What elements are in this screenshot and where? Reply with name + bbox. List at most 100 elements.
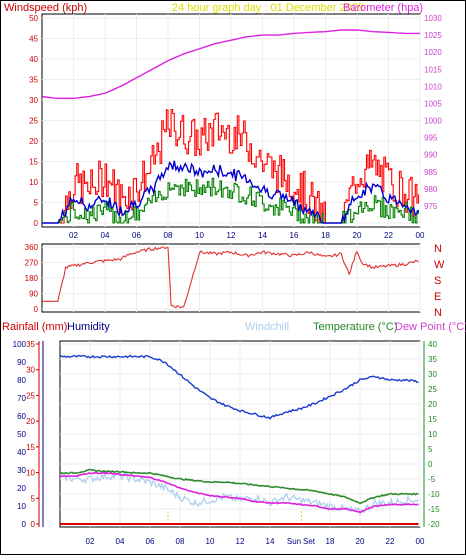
x-tick-label: 14 [266,537,275,546]
temperature-tick-label: 40 [428,340,437,349]
temperature-tick-label: -5 [428,475,436,484]
x-tick-label: 18 [321,231,330,240]
temperature-tick-label: 25 [428,385,437,394]
x-tick-label: 10 [195,231,204,240]
right-tick-label: 1015 [424,65,442,74]
compass-label: S [434,275,441,287]
compass-label: E [434,291,441,303]
windchill-legend: Windchill [245,321,289,333]
dewpoint-axis-title: Dew Point (°C) [395,321,466,333]
compass-label: W [434,259,445,271]
left-tick-label: 20 [29,137,38,146]
windspeed-axis-title: Windspeed (kph) [4,2,87,14]
x-tick-label: 10 [206,537,215,546]
right-tick-label: 1005 [424,99,442,108]
humidity-axis-title: Humidity [67,321,110,333]
humidity-tick-label: 40 [17,448,26,457]
rainfall-tick-label: 20 [26,417,35,426]
humidity-tick-label: 100 [13,340,27,349]
humidity-tick-label: 10 [17,502,26,511]
x-tick-label: 02 [69,231,78,240]
series-line-wind-direction [42,246,419,309]
graph-title: 24 hour graph day : 01 December 2025 [172,2,364,14]
right-tick-label: 1025 [424,31,442,40]
left-tick-label: 35 [29,76,38,85]
rainfall-tick-label: 30 [26,366,35,375]
x-tick-label: Sun [287,537,301,546]
right-tick-label: 1030 [424,14,442,23]
temperature-tick-label: 0 [428,460,433,469]
humidity-tick-label: 80 [17,376,26,385]
humidity-tick-label: 60 [17,412,26,421]
x-tick-label: 14 [258,231,267,240]
x-tick-label: Set [303,537,316,546]
x-tick-label: 18 [326,537,335,546]
rainfall-tick-label: 15 [26,443,35,452]
rainfall-tick-label: 0 [31,520,36,529]
left-tick-label: 90 [29,290,38,299]
temperature-tick-label: -10 [428,490,440,499]
x-tick-label: 00 [416,537,425,546]
x-tick-label: 12 [227,231,236,240]
series-line-humidity [59,354,419,420]
right-tick-label: 985 [424,168,438,177]
left-tick-label: 30 [29,96,38,105]
x-tick-label: 16 [290,231,299,240]
right-tick-label: 1020 [424,48,442,57]
series-line-dewpoint [60,471,419,514]
left-tick-label: 270 [25,259,39,268]
rainfall-tick-label: 5 [31,494,36,503]
barometer-axis-title: Barometer (hpa) [343,2,423,14]
x-tick-label: 08 [176,537,185,546]
series-line-low [42,177,419,224]
left-tick-label: 180 [25,274,39,283]
right-tick-label: 1010 [424,82,442,91]
temperature-tick-label: 20 [428,400,437,409]
left-tick-label: 45 [29,35,38,44]
left-tick-label: 0 [34,305,39,314]
humidity-tick-label: 30 [17,466,26,475]
temperature-tick-label: 35 [428,355,437,364]
wind-pressure-panel: 0510152025303540455097598098599099510001… [29,13,442,240]
humidity-tick-label: 20 [17,484,26,493]
temperature-tick-label: -15 [428,505,440,514]
x-tick-label: 12 [236,537,245,546]
right-tick-label: 980 [424,185,438,194]
x-tick-label: 00 [416,231,425,240]
right-tick-label: 990 [424,151,438,160]
humidity-tick-label: 90 [17,358,26,367]
rainfall-tick-label: 35 [26,340,35,349]
x-tick-label: 04 [116,537,125,546]
x-tick-label: 02 [86,537,95,546]
temperature-tick-label: 15 [428,415,437,424]
series-line-temperature [59,468,419,505]
temperature-tick-label: 10 [428,430,437,439]
series-line-barometer [41,29,420,99]
series-line-gust [42,108,419,224]
humidity-tick-label: 70 [17,394,26,403]
compass-label: N [434,307,442,319]
left-tick-label: 5 [34,199,39,208]
x-tick-label: 08 [164,231,173,240]
left-tick-label: 50 [29,14,38,23]
x-tick-label: 20 [356,537,365,546]
temperature-humidity-panel: 051015202530350102030405060708090100-20-… [13,340,440,546]
series-line-average [42,160,420,224]
left-tick-label: 25 [29,117,38,126]
rainfall-axis-title: Rainfall (mm) [2,321,67,333]
right-tick-label: 1000 [424,117,442,126]
left-tick-label: 360 [25,243,39,252]
temperature-axis-title: Temperature (°C) [313,321,397,333]
x-tick-label: 06 [146,537,155,546]
x-tick-label: 04 [101,231,110,240]
right-tick-label: 975 [424,202,438,211]
right-tick-label: 995 [424,134,438,143]
humidity-tick-label: 0 [22,520,27,529]
x-tick-label: 22 [384,231,393,240]
humidity-tick-label: 50 [17,430,26,439]
left-tick-label: 15 [29,158,38,167]
left-tick-label: 0 [34,219,39,228]
